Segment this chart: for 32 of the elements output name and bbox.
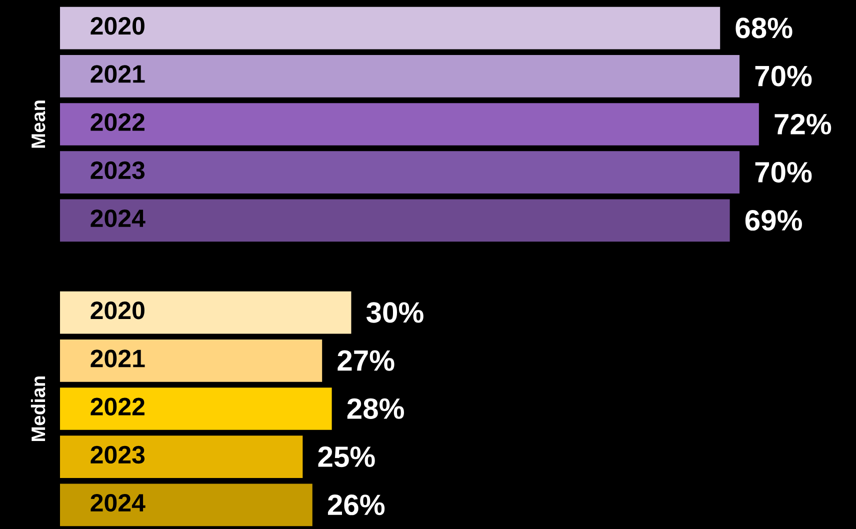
bar <box>60 103 759 146</box>
y-axis-title: Median <box>30 376 46 441</box>
y-tick-label: 2023 <box>90 161 145 180</box>
y-axis-title: Mean <box>32 100 46 148</box>
data-label: 68% <box>736 18 792 38</box>
bar <box>60 339 322 382</box>
data-label: 27% <box>338 350 394 371</box>
data-label: 70% <box>755 162 812 183</box>
bar <box>60 199 730 242</box>
y-tick-label: 2020 <box>90 302 144 320</box>
bar <box>60 291 352 334</box>
bar <box>60 6 720 50</box>
bar <box>60 484 312 526</box>
y-tick-label: 2021 <box>90 350 145 368</box>
y-tick-label: 2021 <box>90 65 145 83</box>
data-label: 28% <box>347 398 404 419</box>
y-tick-label: 2020 <box>90 17 144 35</box>
data-label: 26% <box>328 494 385 516</box>
bar <box>60 54 740 98</box>
data-label: 72% <box>774 114 832 134</box>
y-tick-label: 2023 <box>90 446 145 464</box>
bar <box>60 436 303 478</box>
data-label: 25% <box>318 446 375 468</box>
data-label: 70% <box>755 66 812 86</box>
y-tick-label: 2024 <box>90 494 146 512</box>
bar <box>60 151 740 194</box>
y-tick-label: 2024 <box>90 209 146 228</box>
data-label: 30% <box>366 302 424 323</box>
y-tick-label: 2022 <box>90 113 144 131</box>
data-label: 69% <box>745 210 802 231</box>
bar <box>60 388 332 430</box>
y-tick-label: 2022 <box>90 398 144 416</box>
